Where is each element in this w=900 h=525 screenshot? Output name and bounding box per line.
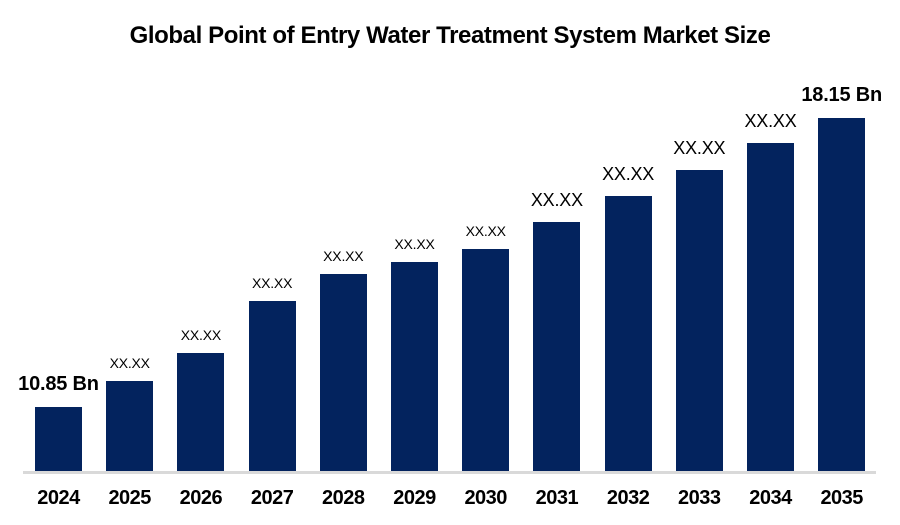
value-label-2031: XX.XX [530, 190, 583, 210]
value-label-2026: XX.XX [180, 327, 222, 343]
year-label-2032: 2032 [606, 487, 650, 509]
year-label-2028: 2028 [322, 487, 365, 509]
x-axis-line [23, 471, 876, 474]
bar-2029 [391, 262, 438, 471]
value-label-2035: 18.15 Bn [801, 84, 883, 106]
bar-2026 [177, 353, 225, 471]
year-label-2034: 2034 [749, 487, 792, 509]
value-label-2032: XX.XX [602, 164, 655, 184]
year-label-2029: 2029 [393, 487, 436, 509]
value-label-2025: XX.XX [109, 355, 150, 371]
bar-2025 [106, 381, 154, 471]
bar-2031 [533, 222, 581, 471]
bar-2033 [675, 170, 723, 471]
chart-title: Global Point of Entry Water Treatment Sy… [129, 22, 771, 49]
year-label-2033: 2033 [678, 487, 721, 509]
bar-2032 [604, 196, 652, 471]
year-label-2024: 2024 [37, 487, 80, 509]
year-label-2031: 2031 [535, 487, 579, 509]
value-label-2027: XX.XX [251, 275, 293, 291]
bar-2035 [818, 118, 866, 471]
bar-2027 [248, 301, 296, 471]
bar-2024 [35, 407, 82, 471]
year-label-2035: 2035 [820, 487, 863, 509]
value-label-2030: XX.XX [465, 223, 506, 239]
value-label-2034: XX.XX [744, 111, 797, 131]
value-label-2029: XX.XX [394, 236, 435, 252]
value-label-2028: XX.XX [323, 248, 364, 264]
bar-2030 [462, 249, 510, 471]
year-label-2025: 2025 [108, 487, 151, 509]
year-label-2027: 2027 [250, 487, 294, 509]
year-label-2030: 2030 [464, 487, 507, 509]
bar-2028 [319, 274, 367, 471]
bar-2034 [747, 143, 794, 471]
year-label-2026: 2026 [179, 487, 223, 509]
value-label-2024: 10.85 Bn [18, 373, 99, 395]
value-label-2033: XX.XX [673, 138, 726, 158]
